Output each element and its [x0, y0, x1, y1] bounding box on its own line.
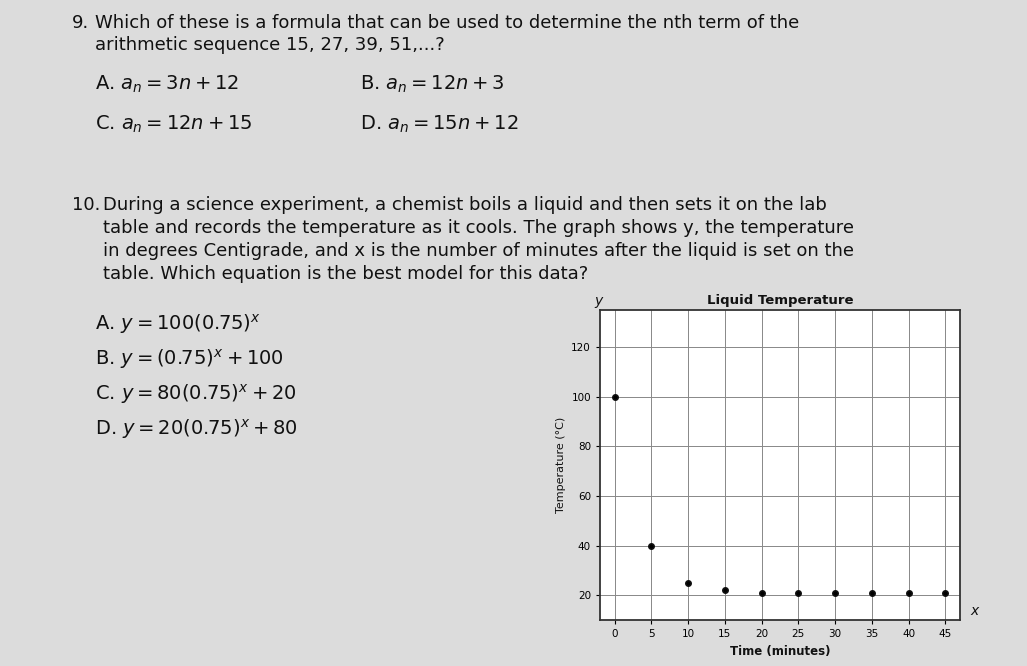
- Text: B. $a_n = 12n + 3$: B. $a_n = 12n + 3$: [360, 74, 505, 95]
- Text: C. $a_n = 12n + 15$: C. $a_n = 12n + 15$: [96, 114, 253, 135]
- Text: y: y: [595, 294, 603, 308]
- Text: arithmetic sequence 15, 27, 39, 51,...?: arithmetic sequence 15, 27, 39, 51,...?: [96, 36, 445, 54]
- Text: B. $y = (0.75)^x + 100$: B. $y = (0.75)^x + 100$: [96, 347, 283, 372]
- Text: During a science experiment, a chemist boils a liquid and then sets it on the la: During a science experiment, a chemist b…: [103, 196, 827, 214]
- Text: D. $y = 20(0.75)^x + 80$: D. $y = 20(0.75)^x + 80$: [96, 418, 298, 442]
- Text: Which of these is a formula that can be used to determine the nth term of the: Which of these is a formula that can be …: [96, 14, 799, 32]
- Text: 10.: 10.: [72, 196, 101, 214]
- Title: Liquid Temperature: Liquid Temperature: [707, 294, 853, 308]
- Text: x: x: [971, 604, 979, 618]
- Text: table and records the temperature as it cools. The graph shows y, the temperatur: table and records the temperature as it …: [103, 219, 854, 237]
- Text: in degrees Centigrade, and x is the number of minutes after the liquid is set on: in degrees Centigrade, and x is the numb…: [103, 242, 854, 260]
- Text: 9.: 9.: [72, 14, 89, 32]
- Text: D. $a_n = 15n + 12$: D. $a_n = 15n + 12$: [360, 114, 519, 135]
- Text: A. $y = 100(0.75)^x$: A. $y = 100(0.75)^x$: [96, 312, 261, 336]
- Text: table. Which equation is the best model for this data?: table. Which equation is the best model …: [103, 265, 588, 283]
- Text: A. $a_n = 3n + 12$: A. $a_n = 3n + 12$: [96, 74, 239, 95]
- X-axis label: Time (minutes): Time (minutes): [730, 645, 830, 657]
- Text: C. $y = 80(0.75)^x + 20$: C. $y = 80(0.75)^x + 20$: [96, 382, 297, 406]
- Y-axis label: Temperature (°C): Temperature (°C): [556, 417, 566, 513]
